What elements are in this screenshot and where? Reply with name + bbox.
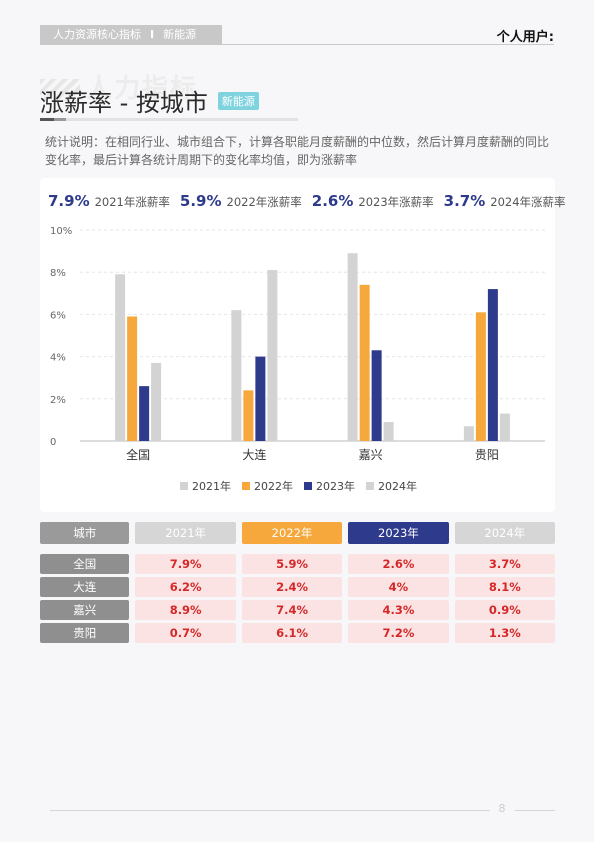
table-header-2023: 2023年 [348,522,449,544]
y-tick-label: 2% [50,395,66,406]
footer-line [50,810,490,811]
table-cell: 2.4% [241,577,343,597]
legend-swatch [366,482,374,490]
table-header-2021: 2021年 [135,522,236,544]
bar [243,390,254,441]
table-header-row: 城市 2021年 2022年 2023年 2024年 [40,522,556,544]
kpi-label: 2024年涨薪率 [490,195,566,209]
footer-line [515,810,555,811]
watermark-text: 人力指标 [86,74,199,104]
data-table: 城市 2021年 2022年 2023年 2024年 全国 7.9% 5.9% … [40,522,556,646]
table-cell: 4% [348,577,449,597]
bar [487,289,498,441]
header-tag: 人力资源核心指标 I 新能源 [40,25,222,45]
kpi-label: 2023年涨薪率 [358,195,434,209]
table-cell: 8.1% [454,577,556,597]
kpi-label: 2021年涨薪率 [94,195,170,209]
y-tick-label: 6% [50,310,66,321]
legend-swatch [242,482,250,490]
kpi-value: 7.9% [48,192,90,210]
table-cell: 3.7% [454,554,556,574]
legend-label: 2022年 [254,479,293,493]
legend-label: 2024年 [378,479,417,493]
kpi-value: 5.9% [179,192,222,210]
table-cell: 6.1% [241,623,343,643]
bar [231,310,242,441]
table-row: 全国 7.9% 5.9% 2.6% 3.7% [40,554,556,574]
table-cell: 5.9% [241,554,343,574]
header-tag-separator: I [150,28,155,41]
bar [359,284,370,441]
legend-swatch [180,482,188,490]
table-cell: 7.4% [241,600,343,620]
y-tick-label: 10% [50,226,72,237]
table-row: 大连 6.2% 2.4% 4% 8.1% [40,577,556,597]
chart-card: 7.9% 2021年涨薪率 5.9% 2022年涨薪率 2.6% 2023年涨薪率 3… [40,178,566,512]
kpi-row: 7.9% 2021年涨薪率 5.9% 2022年涨薪率 2.6% 2023年涨薪率 3… [48,192,576,210]
table-cell: 7.2% [348,623,449,643]
x-tick-label: 贵阳 [475,448,499,462]
table-cell: 0.7% [135,623,236,643]
bar [267,270,278,441]
page-title: 涨薪率 - 按城市 [40,89,208,117]
bar [475,312,486,441]
title-row: 涨薪率 - 按城市 新能源 [40,83,259,118]
table-cell-city: 全国 [40,554,130,574]
watermark-stripes [40,78,80,101]
bar [115,274,126,441]
kpi-value: 2.6% [311,192,354,210]
table-cell: 0.9% [454,600,556,620]
y-tick-label: 4% [50,353,66,364]
table-cell: 4.3% [348,600,449,620]
table-cell: 2.6% [348,554,449,574]
bar [347,253,358,441]
bar [499,413,510,441]
header-tag-right: 新能源 [163,28,197,41]
kpi-label: 2022年涨薪率 [226,195,302,209]
legend-label: 2023年 [316,479,355,493]
bar-chart: 0 2% 4% 6% 8% 10% 全国 大连 嘉兴 贵阳 2021年 2022年 2023年 2024年 [50,226,545,493]
title-underline [40,118,298,121]
table-cell: 6.2% [135,577,236,597]
title-badge: 新能源 [217,91,259,110]
watermark: 人力指标 [40,68,198,105]
table-cell-city: 大连 [40,577,130,597]
y-tick-label: 8% [50,268,66,279]
table-cell: 7.9% [135,554,236,574]
bar [255,356,266,441]
y-tick-label: 0 [50,437,56,448]
table-row: 嘉兴 8.9% 7.4% 4.3% 0.9% [40,600,556,620]
bar [139,386,150,441]
table-row: 贵阳 0.7% 6.1% 7.2% 1.3% [40,623,556,643]
x-tick-label: 全国 [126,447,150,462]
bar [371,350,382,441]
bar [151,362,162,441]
description: 统计说明：在相同行业、城市组合下，计算各职能月度薪酬的中位数，然后计算月度薪酬的… [45,135,550,167]
header-tag-left: 人力资源核心指标 [53,28,141,41]
kpi-value: 3.7% [443,192,486,210]
table-header-city: 城市 [40,522,130,544]
table-cell: 1.3% [454,623,556,643]
x-tick-label: 大连 [242,447,266,462]
legend-label: 2021年 [192,479,231,493]
x-tick-label: 嘉兴 [359,448,383,462]
table-header-2022: 2022年 [241,522,343,544]
table-cell-city: 贵阳 [40,623,130,643]
header-divider [40,44,554,45]
table-cell: 8.9% [135,600,236,620]
bar [127,316,138,441]
table-cell-city: 嘉兴 [40,600,130,620]
user-label: 个人用户: [496,30,554,45]
bar [383,422,394,441]
bar [463,426,474,441]
legend-swatch [304,482,312,490]
page-number: 8 [498,802,506,815]
table-header-2024: 2024年 [454,522,556,544]
